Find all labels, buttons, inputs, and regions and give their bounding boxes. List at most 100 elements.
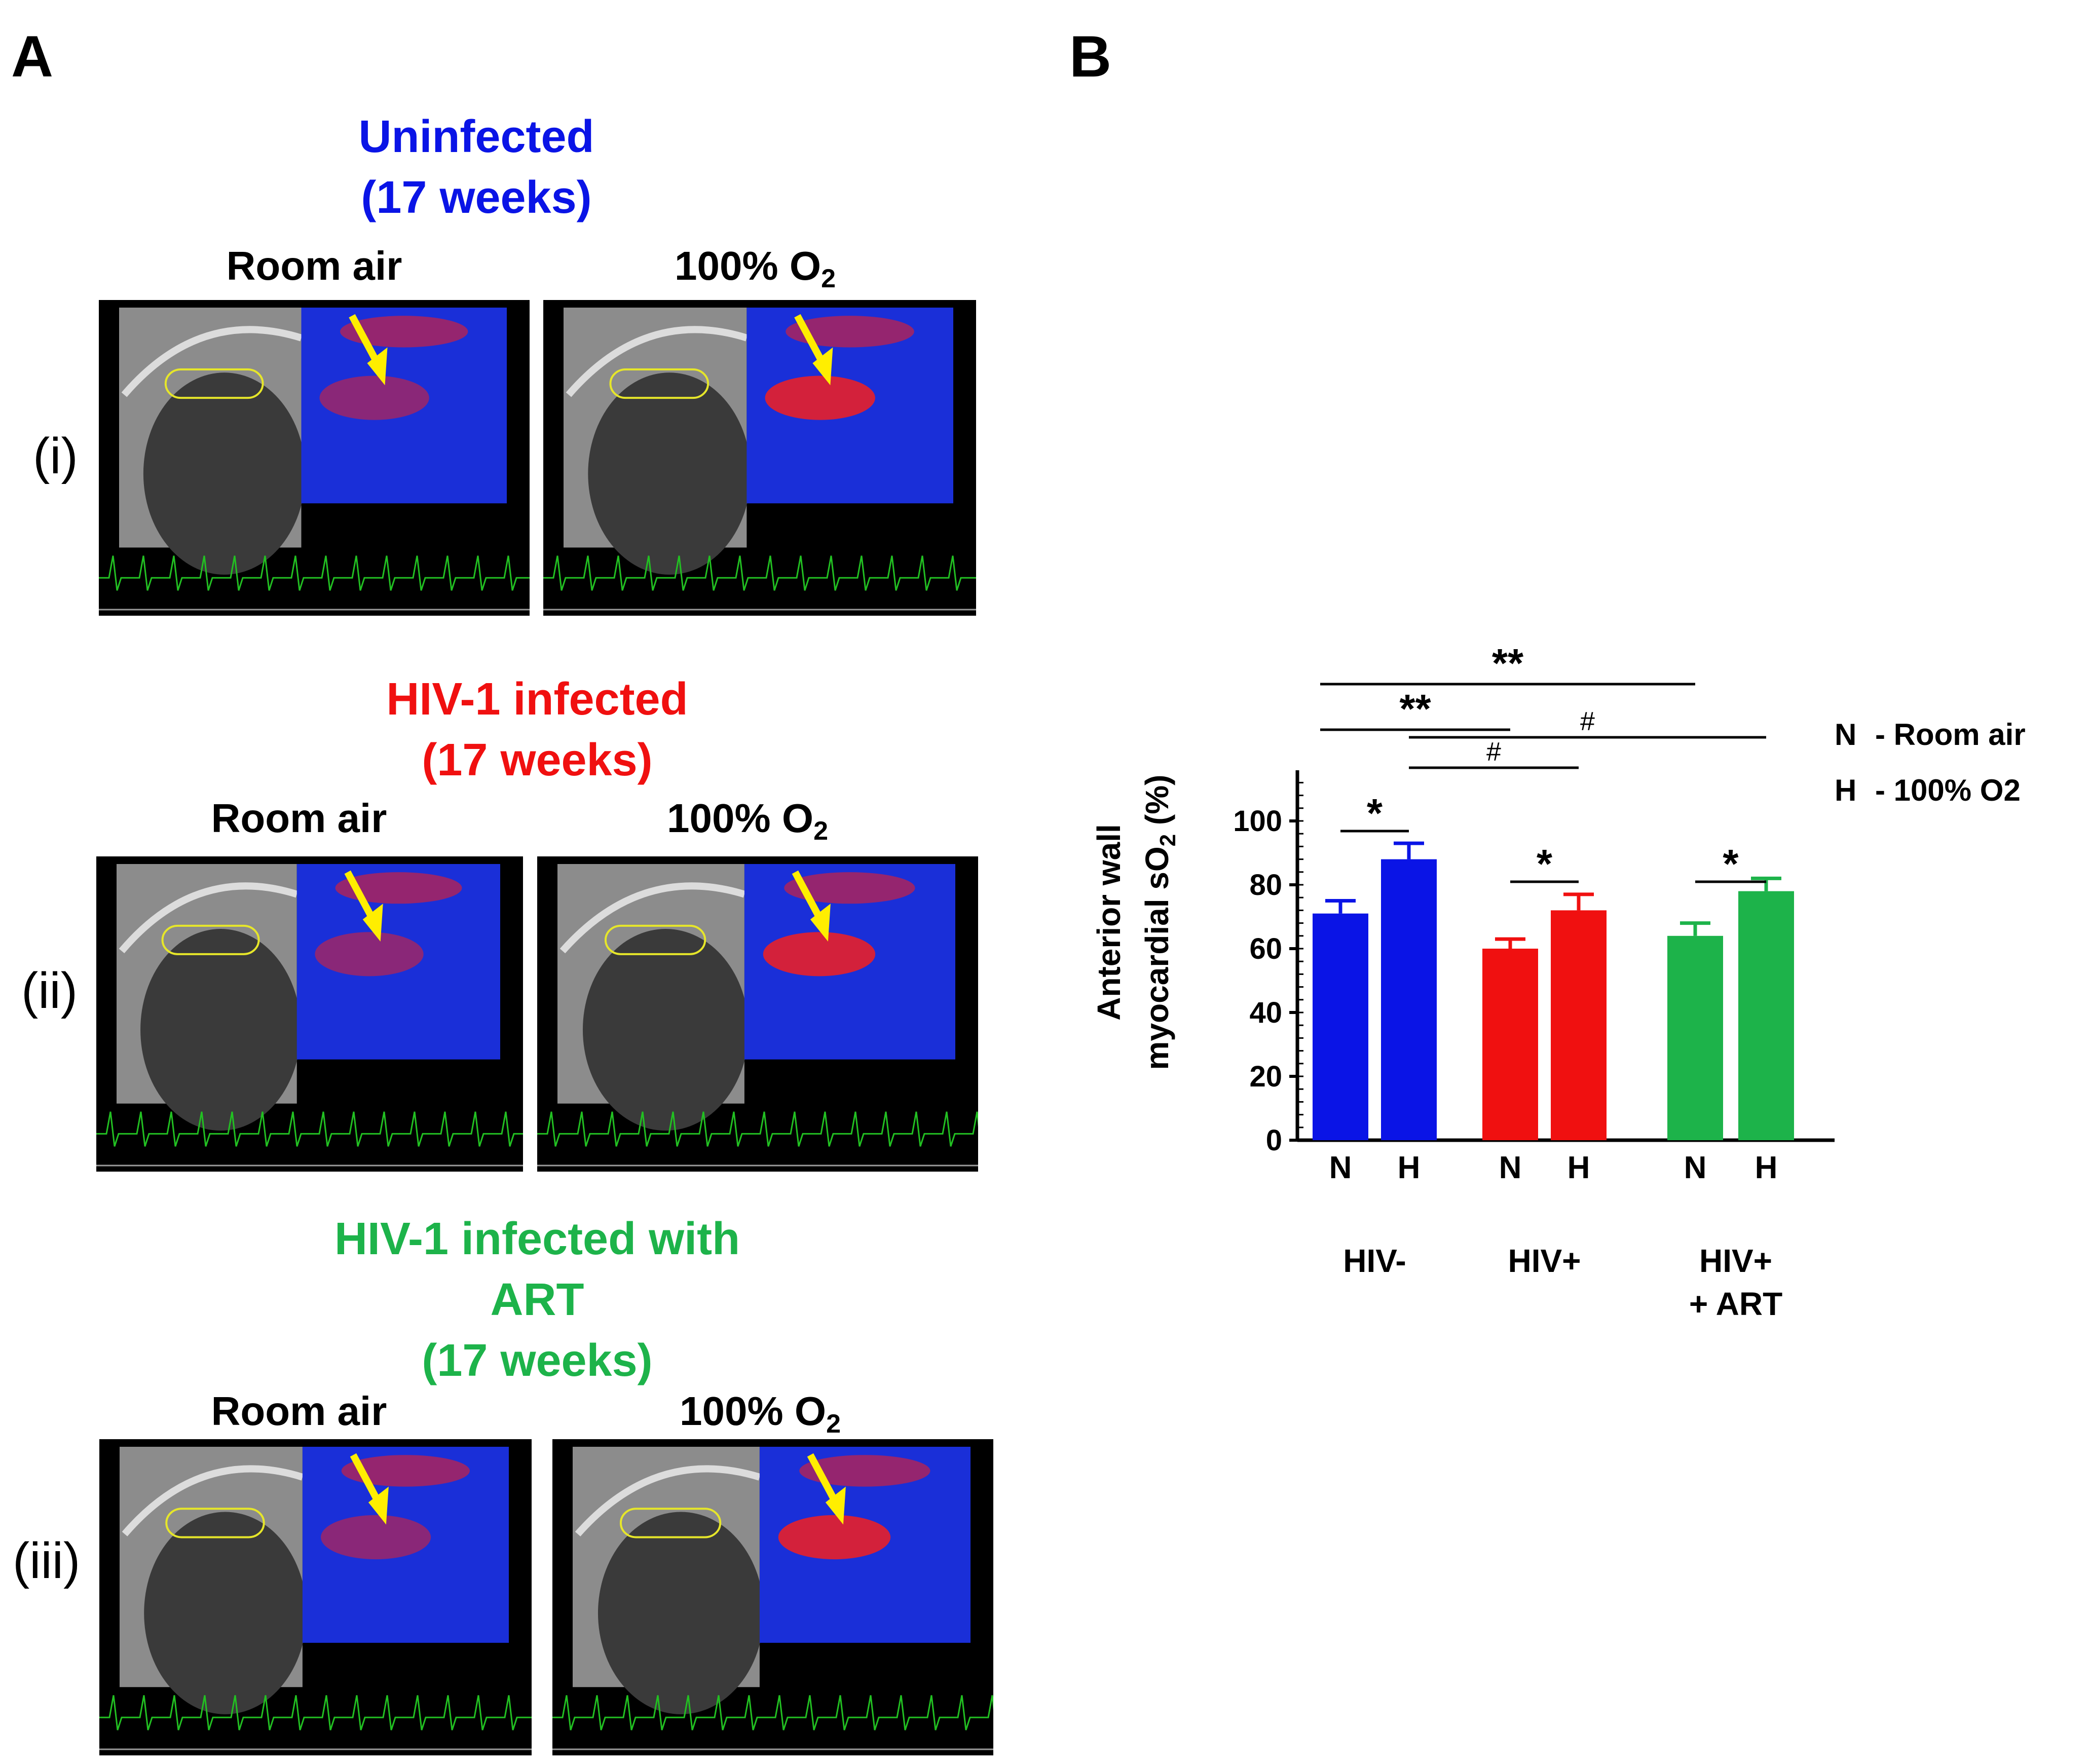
roi-outline: [609, 368, 710, 399]
significance-label: **: [1399, 686, 1431, 731]
arrow-icon: [792, 870, 824, 921]
x-tick-label: H: [1755, 1150, 1778, 1185]
wall-echo: [119, 882, 298, 954]
oxygen-hotspot: [315, 932, 424, 977]
photoacoustic-image: [99, 300, 530, 616]
ultrasound-image-art-100-o2: [552, 1439, 993, 1755]
oxygen-hotspot: [335, 872, 462, 904]
ultrasound-image-hiv-room-air: [96, 856, 523, 1172]
bar-h: [1381, 859, 1437, 1140]
group-title-line3: (17 weeks): [422, 1335, 653, 1386]
group-title-line1: HIV-1 infected: [386, 674, 688, 725]
y-axis-label-line2: myocardial sO2 (%): [1139, 775, 1180, 1070]
group-label: HIV+: [1699, 1243, 1772, 1279]
significance-marks: ** *##****: [1320, 641, 1766, 886]
legend-text-room-air: - Room air: [1875, 718, 2026, 752]
group-title-hiv-infected: HIV-1 infected (17 weeks): [304, 669, 770, 791]
oxygen-hotspot: [321, 1515, 431, 1560]
photoacoustic-image: [96, 856, 523, 1172]
wall-echo: [566, 326, 748, 397]
oxygen-hotspot: [341, 1455, 470, 1487]
group-title-line2: (17 weeks): [422, 735, 653, 785]
oxygen-hotspot: [763, 932, 876, 977]
oxygen-hotspot: [765, 376, 875, 420]
ventricle-shadow: [582, 929, 749, 1131]
ecg-trace: [99, 555, 530, 591]
y-tick-label: 0: [1266, 1124, 1282, 1157]
ultrasound-image-hiv-100-o2: [537, 856, 978, 1172]
ventricle-shadow: [144, 1512, 307, 1714]
roi-outline: [161, 924, 260, 955]
roi-outline: [604, 924, 706, 955]
y-axis-label-line1: Anterior wall: [1091, 824, 1127, 1021]
arrow-icon: [825, 1486, 846, 1525]
wall-echo: [121, 326, 303, 397]
group-labels: HIV- HIV+ HIV+ + ART: [1343, 1243, 1782, 1322]
y-axis-label-sub: 2: [1155, 834, 1180, 846]
panel-b-letter: B: [1069, 24, 1112, 89]
ultrasound-image-uninfected-100-o2: [543, 300, 976, 616]
photoacoustic-image: [99, 1439, 532, 1755]
o2-label-main: 100% O: [675, 243, 822, 288]
group-title-line2: (17 weeks): [361, 172, 592, 223]
oxygen-hotspot: [340, 316, 468, 348]
photoacoustic-image: [552, 1439, 993, 1755]
ecg-trace: [99, 1695, 532, 1731]
y-tick-label: 80: [1249, 869, 1282, 902]
x-tick-label: N: [1329, 1150, 1352, 1185]
bar-h: [1738, 891, 1794, 1140]
wall-echo: [575, 1465, 761, 1536]
oxygen-hotspot: [799, 1455, 930, 1487]
group-title-hiv-art: HIV-1 infected with ART (17 weeks): [284, 1209, 791, 1391]
roi-outline: [619, 1508, 722, 1538]
legend-text-100-o2: - 100% O2: [1875, 773, 2021, 807]
group-title-line1: Uninfected: [358, 111, 594, 162]
bar-n: [1313, 913, 1368, 1140]
ventricle-shadow: [143, 372, 306, 575]
o2-label-sub: 2: [821, 264, 836, 293]
ultrasound-image-art-room-air: [99, 1439, 532, 1755]
arrow-icon: [810, 904, 831, 942]
condition-label-room-air: Room air: [211, 796, 387, 841]
photoacoustic-image: [543, 300, 976, 616]
bar-chart: Anterior wall myocardial sO2 (%) 0 20 40 60…: [1091, 641, 2026, 1322]
row-label-iii: (iii): [13, 1532, 81, 1589]
significance-label: *: [1537, 841, 1553, 886]
photoacoustic-image: [537, 856, 978, 1172]
y-tick-label: 60: [1249, 932, 1282, 965]
arrow-icon: [367, 347, 388, 386]
o2-label-sub: 2: [813, 816, 828, 846]
condition-label-100-o2: 100% O2: [623, 243, 887, 292]
row-label-i: (i): [33, 428, 78, 484]
ultrasound-image-uninfected-room-air: [99, 300, 530, 616]
condition-label-100-o2: 100% O2: [616, 796, 879, 844]
significance-label: **: [1492, 641, 1524, 686]
legend-key-h: H: [1835, 773, 1856, 807]
o2-label-sub: 2: [826, 1409, 841, 1439]
legend: N - Room air H - 100% O2: [1835, 718, 2026, 807]
bar-n: [1667, 935, 1723, 1140]
y-axis-label-tail: (%): [1139, 775, 1175, 834]
oxygen-hotspot: [778, 1515, 891, 1560]
group-label-line2: + ART: [1689, 1286, 1782, 1322]
condition-label-room-air: Room air: [226, 243, 402, 288]
x-tick-label: N: [1684, 1150, 1707, 1185]
ventricle-shadow: [588, 372, 751, 575]
o2-label-main: 100% O: [667, 796, 814, 841]
wall-echo: [122, 1465, 304, 1536]
x-tick-label: N: [1499, 1150, 1522, 1185]
significance-label: *: [1723, 841, 1739, 886]
x-tick-label: H: [1568, 1150, 1590, 1185]
ventricle-shadow: [140, 929, 301, 1131]
ecg-trace: [96, 1111, 523, 1147]
y-tick-label: 40: [1249, 996, 1282, 1029]
oxygen-hotspot: [319, 376, 429, 420]
oxygen-hotspot: [784, 872, 915, 904]
arrow-icon: [344, 870, 376, 921]
arrow-icon: [794, 314, 826, 365]
condition-label-room-air: Room air: [211, 1388, 387, 1434]
ecg-trace: [543, 555, 976, 591]
wall-echo: [559, 882, 745, 954]
chart-axes: 0 20 40 60 80 100: [1233, 770, 1835, 1157]
